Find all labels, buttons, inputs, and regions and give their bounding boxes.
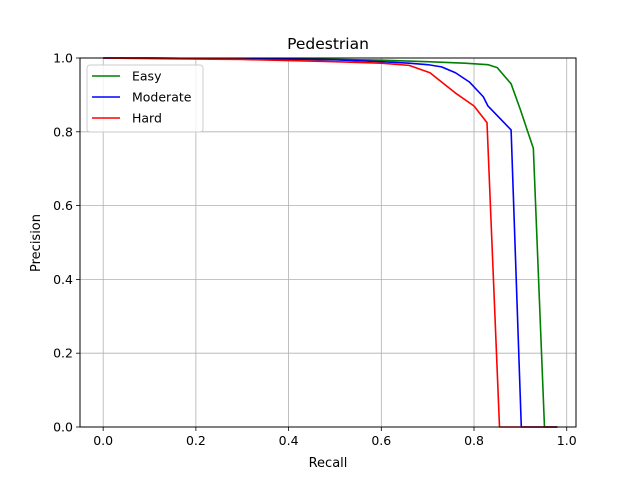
x-tick-label: 0.4	[279, 433, 299, 448]
y-tick-label: 0.2	[53, 346, 73, 361]
x-tick-label: 0.8	[464, 433, 484, 448]
y-tick-label: 0.6	[53, 198, 73, 213]
series-line-hard	[103, 57, 558, 428]
series-lines	[103, 57, 558, 428]
grid	[80, 57, 576, 428]
plot-area-frame	[79, 57, 577, 428]
series-line-moderate	[103, 57, 558, 428]
x-tick-label: 0.0	[93, 433, 113, 448]
legend-label-hard: Hard	[132, 111, 162, 126]
y-tick-label: 0.0	[53, 420, 73, 435]
legend: Easy Moderate Hard	[86, 64, 204, 133]
y-tick-label: 0.8	[53, 124, 73, 139]
y-tick-label: 1.0	[53, 51, 73, 66]
axis-ticks: 0.0 0.2 0.4 0.6 0.8 1.0 0.0 0.2 0.4 0.6 0.8 1.0	[53, 51, 577, 449]
legend-label-easy: Easy	[132, 69, 162, 84]
y-tick-label: 0.4	[53, 272, 73, 287]
x-axis-label: Recall	[309, 456, 348, 471]
x-tick-label: 0.6	[371, 433, 391, 448]
legend-label-moderate: Moderate	[132, 90, 192, 105]
x-tick-label: 1.0	[557, 433, 577, 448]
y-axis-label: Precision	[29, 214, 44, 272]
legend-box	[86, 64, 204, 133]
x-tick-label: 0.2	[186, 433, 206, 448]
chart-title: Pedestrian	[287, 35, 369, 53]
